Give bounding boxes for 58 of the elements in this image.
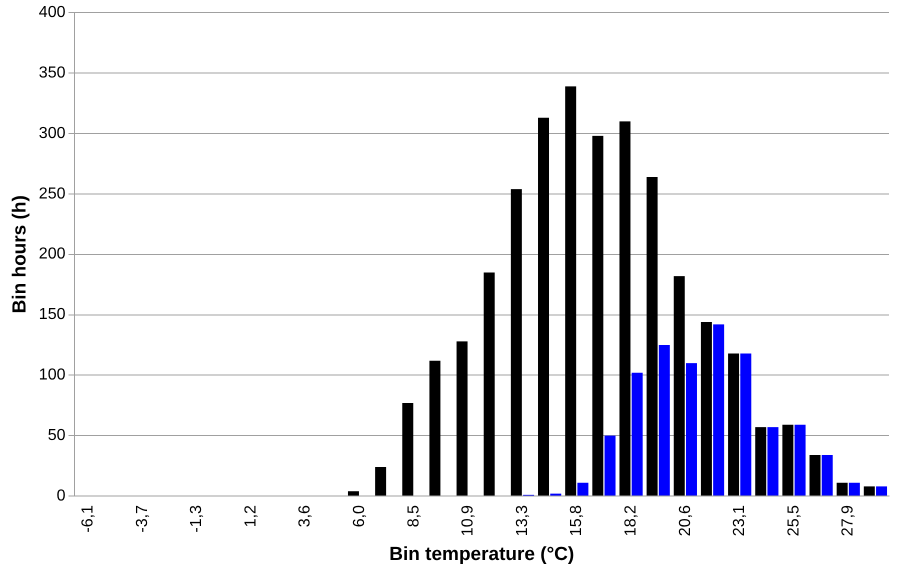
bar [632, 372, 643, 496]
x-tick-label: 23,1 [731, 504, 748, 536]
bar [429, 360, 440, 496]
bar [848, 482, 860, 496]
y-tick-label: 250 [38, 185, 66, 202]
bar [565, 86, 576, 496]
x-tick-label: 8,5 [405, 504, 422, 528]
bar [402, 402, 414, 496]
x-tick-label: 3,6 [296, 504, 314, 528]
bar [484, 272, 495, 496]
x-tick-label: 25,5 [785, 504, 802, 536]
x-tick-label: 6,0 [350, 504, 368, 528]
x-tick-label: 27,9 [840, 504, 857, 536]
bar [510, 189, 522, 496]
bar [456, 341, 468, 496]
bar [876, 486, 888, 496]
bar [782, 424, 794, 496]
y-tick-label: 100 [38, 366, 66, 384]
x-tick-label: -6,1 [79, 504, 96, 533]
x-tick-label: -1,3 [188, 504, 206, 533]
bar [822, 454, 833, 496]
bar [686, 363, 697, 496]
y-tick-label: 0 [56, 487, 66, 504]
bar [646, 176, 658, 496]
y-axis-title: Bin hours (h) [10, 195, 31, 314]
x-tick-label: 15,8 [568, 504, 586, 536]
bar [713, 324, 724, 496]
bar [810, 454, 821, 496]
bar [836, 482, 848, 496]
y-tick-label: 150 [38, 306, 66, 324]
bar [767, 427, 778, 496]
x-axis-title: Bin temperature (°C) [389, 544, 574, 565]
x-tick-label: 10,9 [460, 504, 477, 536]
bar [794, 424, 806, 496]
y-tick-label: 400 [38, 4, 66, 22]
bar [375, 467, 386, 496]
x-tick-label: -3,7 [134, 504, 151, 533]
bar [538, 118, 550, 496]
x-tick-label: 18,2 [622, 504, 640, 536]
y-tick-label: 300 [38, 124, 66, 142]
bar [619, 121, 630, 496]
y-tick-label: 350 [38, 64, 66, 82]
bar [700, 322, 712, 496]
bar [755, 427, 766, 496]
bar [740, 353, 752, 496]
x-tick-label: 20,6 [676, 504, 694, 536]
bar [728, 353, 740, 496]
bar [348, 491, 359, 496]
bar [604, 436, 616, 496]
y-tick-label: 50 [48, 427, 66, 444]
x-tick-label: 13,3 [514, 504, 531, 536]
bar [864, 486, 875, 496]
bar [592, 136, 604, 496]
bar [577, 482, 588, 496]
bar [674, 276, 685, 496]
x-tick-label: 1,2 [242, 504, 260, 528]
y-tick-label: 200 [38, 246, 66, 263]
bar [658, 344, 670, 496]
